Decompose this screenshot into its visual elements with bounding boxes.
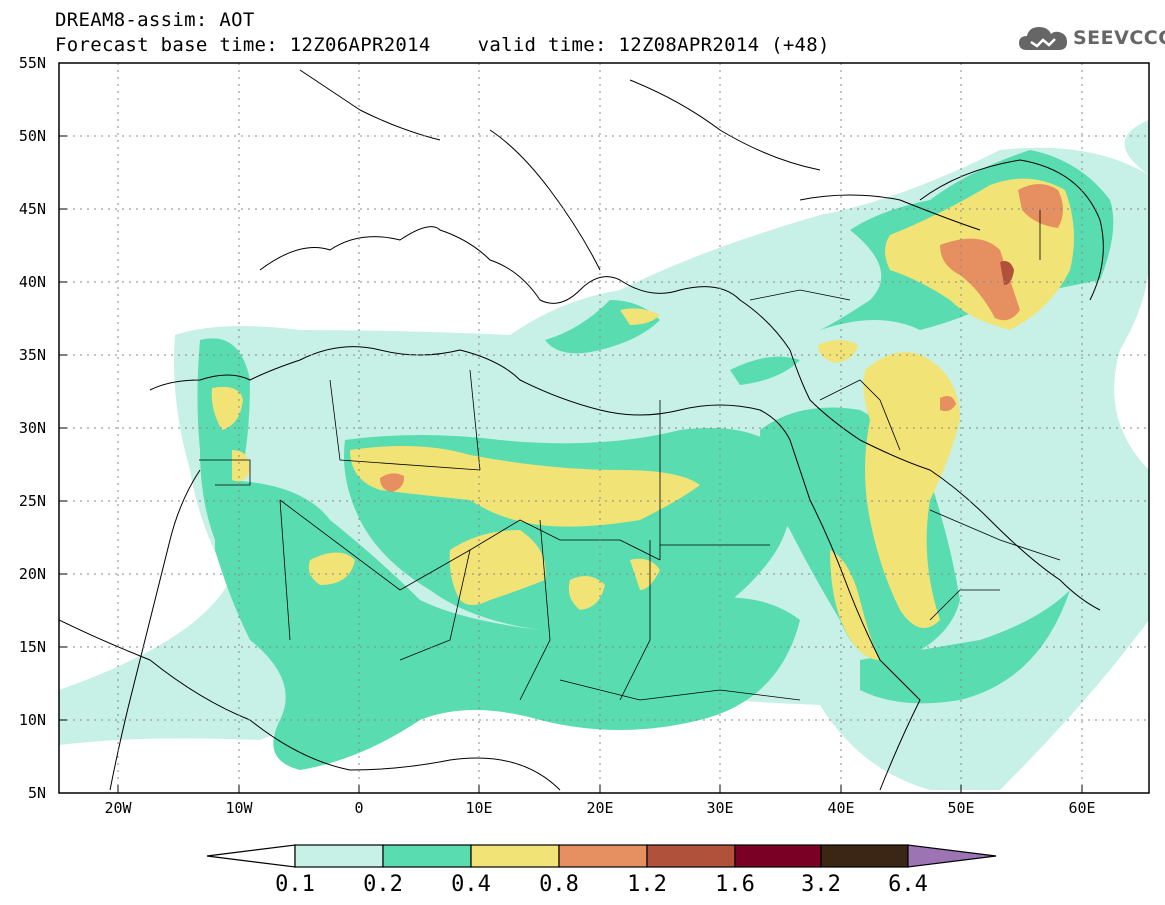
lat-label: 40N: [18, 273, 46, 291]
colorbar-label: 1.2: [627, 872, 667, 897]
lat-label: 10N: [18, 711, 46, 729]
lon-label: 20E: [586, 799, 614, 817]
lon-label: 60E: [1068, 799, 1096, 817]
country-borders: [199, 210, 1061, 701]
colorbar-label: 0.8: [539, 872, 579, 897]
lon-label: 0: [354, 799, 364, 817]
lat-label: 5N: [27, 784, 46, 802]
forecast-time-line: Forecast base time: 12Z06APR2014 valid t…: [55, 34, 830, 56]
colorbar-swatch: [470, 844, 560, 868]
colorbar-swatch: [382, 844, 472, 868]
lat-label: 50N: [18, 127, 46, 145]
colorbar-low-arrow: [206, 844, 296, 868]
colorbar-label: 3.2: [801, 872, 841, 897]
colorbar-label: 1.6: [715, 872, 755, 897]
lat-label: 35N: [18, 346, 46, 364]
gridlines: [59, 63, 1149, 793]
coastlines: [59, 69, 1104, 791]
lat-label: 30N: [18, 419, 46, 437]
aot-band-0.8-1.2: [380, 184, 1063, 492]
lon-label: 10W: [225, 799, 253, 817]
lat-label: 45N: [18, 200, 46, 218]
lon-label: 50E: [947, 799, 975, 817]
lat-label: 25N: [18, 492, 46, 510]
colorbar-swatch: [294, 844, 384, 868]
colorbar: [206, 844, 997, 868]
colorbar-label: 6.4: [888, 872, 928, 897]
colorbar-label: 0.4: [451, 872, 491, 897]
colorbar-swatch: [734, 844, 822, 868]
aot-band-1.2-1.6: [1000, 261, 1014, 285]
logo-text: SEEVCCC: [1073, 27, 1165, 49]
lon-label: 40E: [827, 799, 855, 817]
colorbar-swatch: [646, 844, 736, 868]
colorbar-label: 0.2: [363, 872, 403, 897]
map-border: [58, 62, 1150, 794]
seevccc-logo: SEEVCCC: [1017, 22, 1165, 54]
colorbar-high-arrow: [907, 844, 997, 868]
lat-label: 55N: [18, 54, 46, 72]
map-title: DREAM8-assim: AOT: [55, 9, 255, 31]
lon-label: 10E: [465, 799, 493, 817]
lat-label: 20N: [18, 565, 46, 583]
colorbar-label: 0.1: [275, 872, 315, 897]
aot-field: [59, 120, 1149, 790]
lon-label: 20W: [104, 799, 132, 817]
lon-label: 30E: [706, 799, 734, 817]
aot-band-0.4-0.8: [211, 178, 1074, 660]
cloud-icon: [1019, 27, 1067, 50]
lat-label: 15N: [18, 638, 46, 656]
colorbar-swatch: [820, 844, 909, 868]
colorbar-swatch: [558, 844, 648, 868]
